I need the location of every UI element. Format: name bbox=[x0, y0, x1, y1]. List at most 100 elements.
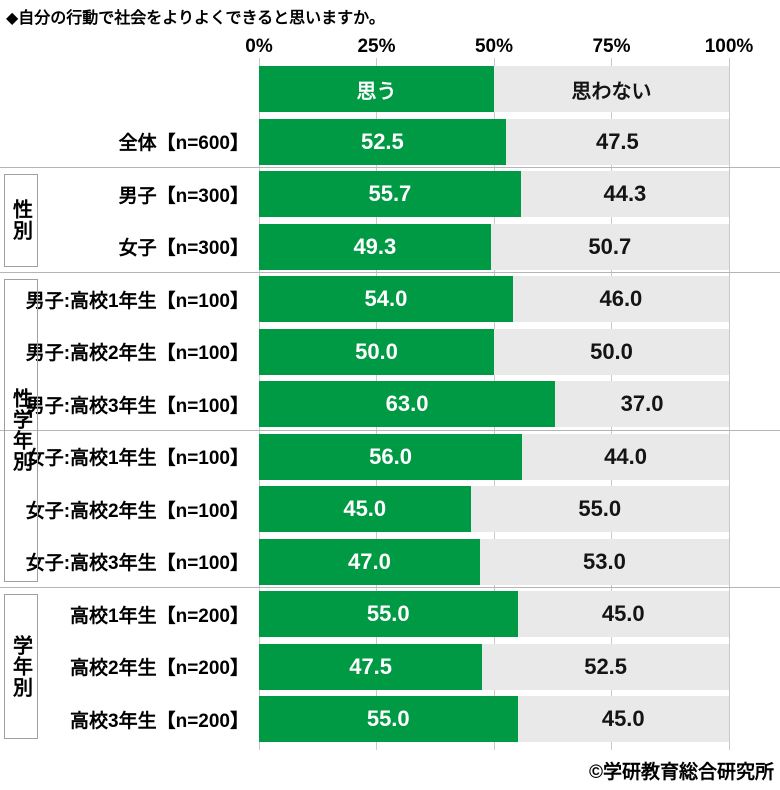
legend-no-label: 思わない bbox=[571, 80, 652, 103]
copyright-notice: ©学研教育総合研究所 bbox=[588, 762, 774, 783]
bar-value-yes: 52.5 bbox=[360, 128, 404, 154]
row-bars: 52.5 47.5 bbox=[259, 118, 729, 165]
row-bars: 50.0 50.0 bbox=[259, 328, 729, 375]
axis-tick-label: 25% bbox=[357, 36, 396, 57]
legend-no: 思わない bbox=[494, 66, 729, 112]
bar-value-no: 50.7 bbox=[588, 233, 632, 259]
legend-spacer bbox=[0, 66, 259, 112]
bar-value-yes: 63.0 bbox=[385, 391, 429, 416]
bar-value-no: 55.0 bbox=[578, 496, 622, 521]
bar-value-yes: 56.0 bbox=[369, 443, 412, 469]
chart-row: 女子:高校1年生【n=100】 56.0 44.0 bbox=[0, 433, 780, 480]
axis-tick-label: 75% bbox=[592, 36, 631, 57]
bar-segment-no: 55.0 bbox=[470, 486, 729, 532]
bar-segment-yes: 45.0 bbox=[259, 486, 471, 532]
bar-segment-no: 37.0 bbox=[555, 381, 729, 427]
legend-bar: 思う 思わない bbox=[259, 66, 729, 112]
bar-value-yes: 47.5 bbox=[349, 653, 393, 679]
bar-value-yes: 55.0 bbox=[366, 601, 410, 626]
axis-tick-label: 100% bbox=[704, 36, 754, 57]
chart-row: 高校2年生【n=200】 47.5 52.5 bbox=[0, 643, 780, 690]
legend-yes: 思う bbox=[259, 66, 494, 112]
x-axis: 0% 25% 50% 75% 100% bbox=[0, 36, 780, 58]
chart-row: 女子:高校3年生【n=100】 47.0 53.0 bbox=[0, 538, 780, 585]
bar-segment-yes: 55.0 bbox=[259, 591, 518, 637]
legend-row: 思う 思わない bbox=[0, 66, 780, 112]
bar-rows: 思う 思わない 全体【n=600】 52.5 47.5 男子【n=300】 55.7 44… bbox=[0, 66, 780, 749]
section-separator bbox=[0, 272, 780, 274]
bar-value-yes: 55.7 bbox=[368, 181, 412, 206]
chart-row: 男子:高校2年生【n=100】 50.0 50.0 bbox=[0, 328, 780, 375]
row-bars: 63.0 37.0 bbox=[259, 381, 729, 427]
bar-value-yes: 54.0 bbox=[364, 286, 408, 311]
row-bars: 49.3 50.7 bbox=[259, 223, 729, 270]
bar-value-yes: 45.0 bbox=[343, 496, 387, 521]
row-label: 男子:高校1年生【n=100】 bbox=[25, 290, 249, 312]
bar-segment-yes: 47.5 bbox=[259, 643, 483, 690]
chart-row: 男子【n=300】 55.7 44.3 bbox=[0, 171, 780, 217]
chart-row: 高校1年生【n=200】 55.0 45.0 bbox=[0, 591, 780, 637]
group-box-label: 性学年別 bbox=[9, 388, 32, 473]
bar-segment-yes: 52.5 bbox=[259, 118, 506, 165]
axis-tick-label: 0% bbox=[245, 36, 273, 57]
chart-row: 高校3年生【n=200】 55.0 45.0 bbox=[0, 696, 780, 742]
chart-row: 男子:高校3年生【n=100】 63.0 37.0 bbox=[0, 381, 780, 427]
row-label: 高校3年生【n=200】 bbox=[70, 710, 249, 732]
group-box-grade: 学年別 bbox=[4, 594, 38, 739]
bar-value-no: 45.0 bbox=[601, 601, 645, 626]
chart-row: 男子:高校1年生【n=100】 54.0 46.0 bbox=[0, 276, 780, 322]
row-label: 男子:高校3年生【n=100】 bbox=[25, 395, 249, 417]
bar-segment-yes: 54.0 bbox=[259, 276, 513, 322]
section-separator bbox=[0, 167, 780, 169]
group-box-sex-grade: 性学年別 bbox=[4, 279, 38, 582]
bar-segment-yes: 55.0 bbox=[259, 696, 518, 742]
bar-segment-no: 53.0 bbox=[479, 538, 729, 585]
bar-value-yes: 55.0 bbox=[366, 706, 410, 731]
gridline bbox=[728, 58, 730, 750]
bar-segment-yes: 55.7 bbox=[259, 171, 521, 217]
bar-segment-no: 45.0 bbox=[517, 696, 729, 742]
row-bars: 55.0 45.0 bbox=[259, 591, 729, 637]
row-label: 女子:高校1年生【n=100】 bbox=[25, 448, 249, 469]
bar-segment-no: 50.0 bbox=[494, 328, 729, 375]
bar-value-no: 37.0 bbox=[620, 391, 664, 416]
row-bars: 54.0 46.0 bbox=[259, 276, 729, 322]
row-bars: 56.0 44.0 bbox=[259, 433, 729, 480]
row-label: 高校1年生【n=200】 bbox=[70, 605, 249, 627]
section-separator bbox=[0, 429, 780, 431]
bar-value-no: 44.3 bbox=[603, 181, 647, 206]
row-label: 女子:高校3年生【n=100】 bbox=[25, 553, 249, 574]
bar-segment-no: 52.5 bbox=[482, 643, 729, 690]
group-box-label: 学年別 bbox=[9, 635, 32, 698]
row-bars: 45.0 55.0 bbox=[259, 486, 729, 532]
legend-yes-label: 思う bbox=[356, 80, 397, 103]
bar-segment-yes: 50.0 bbox=[259, 328, 494, 375]
bar-value-yes: 49.3 bbox=[353, 233, 397, 259]
section-separator bbox=[0, 587, 780, 589]
bar-segment-yes: 63.0 bbox=[259, 381, 556, 427]
bar-segment-no: 46.0 bbox=[512, 276, 729, 322]
row-label: 男子【n=300】 bbox=[118, 185, 249, 207]
bar-value-no: 50.0 bbox=[590, 338, 633, 364]
bar-segment-no: 44.3 bbox=[520, 171, 729, 217]
bar-value-no: 53.0 bbox=[583, 548, 626, 574]
row-label: 女子:高校2年生【n=100】 bbox=[25, 500, 249, 522]
row-bars: 47.5 52.5 bbox=[259, 643, 729, 690]
chart-row: 女子【n=300】 49.3 50.7 bbox=[0, 223, 780, 270]
group-box-sex: 性別 bbox=[4, 174, 38, 267]
row-bars: 55.0 45.0 bbox=[259, 696, 729, 742]
row-label: 男子:高校2年生【n=100】 bbox=[25, 343, 249, 364]
bar-segment-no: 47.5 bbox=[505, 118, 729, 165]
group-box-label: 性別 bbox=[9, 199, 32, 242]
row-bars: 47.0 53.0 bbox=[259, 538, 729, 585]
bar-value-no: 44.0 bbox=[604, 443, 647, 469]
bar-segment-yes: 47.0 bbox=[259, 538, 480, 585]
bar-segment-no: 45.0 bbox=[517, 591, 729, 637]
bar-segment-yes: 49.3 bbox=[259, 223, 491, 270]
chart-row: 全体【n=600】 52.5 47.5 bbox=[0, 118, 780, 165]
chart-title: ◆自分の行動で社会をよりよくできると思いますか。 bbox=[6, 10, 385, 27]
axis-tick-label: 50% bbox=[474, 36, 514, 57]
bar-value-yes: 47.0 bbox=[348, 548, 391, 574]
bar-value-no: 46.0 bbox=[599, 286, 643, 311]
